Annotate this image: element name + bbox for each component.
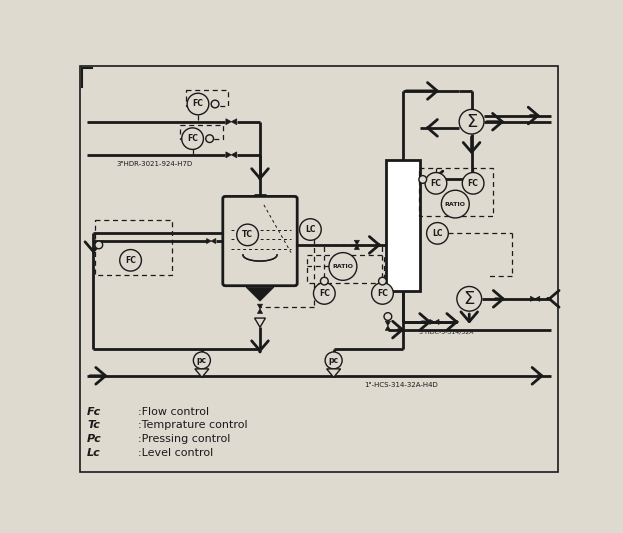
Text: :Temprature control: :Temprature control: [138, 421, 247, 431]
Polygon shape: [385, 326, 391, 330]
FancyBboxPatch shape: [223, 196, 297, 286]
Polygon shape: [424, 177, 428, 182]
Bar: [386, 160, 421, 291]
Circle shape: [211, 100, 219, 108]
Circle shape: [320, 277, 328, 285]
Polygon shape: [428, 177, 433, 182]
Polygon shape: [246, 287, 274, 301]
Text: TC: TC: [242, 230, 253, 239]
Circle shape: [120, 249, 141, 271]
Circle shape: [384, 313, 392, 320]
Text: Σ: Σ: [464, 290, 475, 308]
Polygon shape: [326, 369, 341, 377]
Circle shape: [379, 277, 386, 285]
Circle shape: [182, 128, 204, 149]
Circle shape: [313, 282, 335, 304]
Polygon shape: [354, 240, 359, 245]
Circle shape: [187, 93, 209, 115]
Circle shape: [329, 253, 357, 280]
Circle shape: [206, 135, 214, 142]
Text: pc: pc: [328, 356, 339, 365]
Circle shape: [459, 109, 484, 134]
Circle shape: [193, 352, 211, 369]
Text: :Pressing control: :Pressing control: [138, 434, 230, 445]
Text: 1"-HCS-314-32A-H4D: 1"-HCS-314-32A-H4D: [364, 382, 439, 389]
Polygon shape: [207, 239, 211, 244]
Polygon shape: [354, 245, 359, 249]
Text: LC: LC: [432, 229, 443, 238]
Polygon shape: [530, 296, 535, 301]
Polygon shape: [255, 318, 265, 327]
Text: FC: FC: [430, 179, 441, 188]
Circle shape: [419, 175, 427, 183]
Circle shape: [237, 224, 259, 246]
Circle shape: [95, 241, 103, 249]
Text: :Flow control: :Flow control: [138, 407, 209, 417]
Text: RATIO: RATIO: [333, 264, 353, 269]
Polygon shape: [385, 321, 391, 326]
Polygon shape: [257, 304, 262, 309]
Bar: [307, 255, 384, 282]
Polygon shape: [231, 119, 237, 125]
Bar: [95, 220, 173, 275]
Circle shape: [462, 173, 484, 194]
Text: LC: LC: [305, 225, 316, 234]
Text: Lc: Lc: [87, 448, 101, 458]
Circle shape: [425, 173, 447, 194]
Text: pc: pc: [197, 356, 207, 365]
Polygon shape: [226, 119, 231, 125]
Text: FC: FC: [187, 134, 198, 143]
Text: FC: FC: [193, 100, 204, 109]
Text: FC: FC: [377, 289, 388, 298]
Text: FC: FC: [319, 289, 330, 298]
Polygon shape: [430, 319, 434, 325]
Text: :Level control: :Level control: [138, 448, 213, 458]
Text: Σ: Σ: [466, 112, 477, 131]
Circle shape: [300, 219, 321, 240]
Polygon shape: [231, 152, 237, 158]
Text: 3"HDR-3021-924-H7D: 3"HDR-3021-924-H7D: [117, 160, 193, 167]
Bar: [180, 125, 223, 139]
Circle shape: [457, 287, 482, 311]
Text: Fc: Fc: [87, 407, 102, 417]
Text: RATIO: RATIO: [445, 201, 466, 207]
Circle shape: [371, 282, 393, 304]
Polygon shape: [434, 319, 439, 325]
Circle shape: [441, 190, 469, 218]
Circle shape: [427, 223, 449, 244]
Text: Pc: Pc: [87, 434, 102, 445]
Polygon shape: [226, 152, 231, 158]
Text: FC: FC: [468, 179, 478, 188]
Polygon shape: [257, 309, 262, 313]
Polygon shape: [211, 239, 216, 244]
Polygon shape: [535, 296, 540, 301]
Polygon shape: [195, 369, 209, 377]
Bar: [419, 168, 493, 216]
Text: FC: FC: [125, 256, 136, 265]
Bar: [186, 90, 228, 106]
Text: Tc: Tc: [87, 421, 100, 431]
Circle shape: [325, 352, 342, 369]
Text: 3"HDC-5-314/52A: 3"HDC-5-314/52A: [419, 329, 474, 335]
